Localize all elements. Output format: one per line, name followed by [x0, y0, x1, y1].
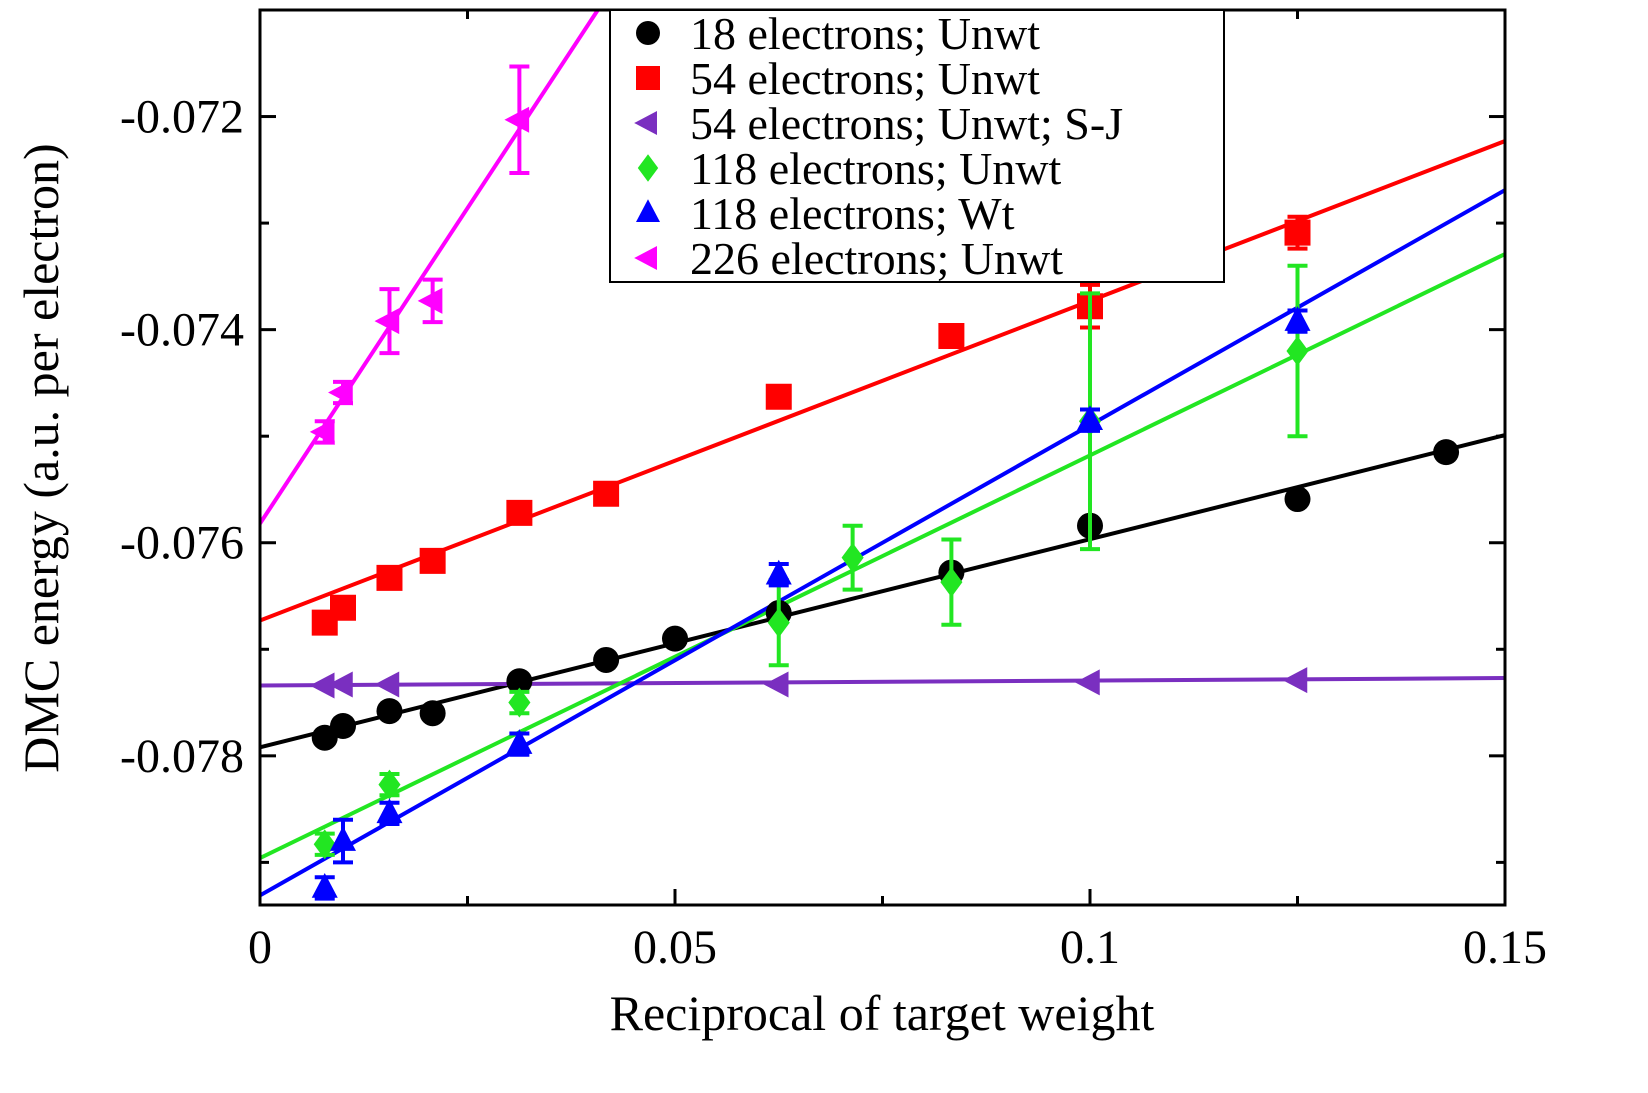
legend-marker [637, 154, 659, 182]
legend-label: 118 electrons; Unwt [690, 143, 1062, 194]
fit-line [260, 433, 1505, 750]
marker [940, 567, 963, 598]
x-tick-label: 0.15 [1463, 921, 1547, 974]
y-tick-label: -0.078 [120, 730, 244, 783]
marker [763, 671, 789, 698]
x-tick-label: 0 [248, 921, 272, 974]
marker [1077, 405, 1103, 430]
marker [374, 671, 400, 698]
y-tick-label: -0.076 [120, 517, 244, 570]
marker [328, 379, 353, 406]
fit-line [260, 676, 1505, 688]
marker [1284, 306, 1311, 331]
marker [841, 542, 864, 573]
marker [376, 798, 403, 824]
marker [662, 625, 688, 652]
fit-line [260, 188, 1505, 898]
marker [313, 829, 336, 860]
x-tick-label: 0.1 [1060, 921, 1120, 974]
marker [1286, 336, 1309, 366]
marker [1284, 219, 1311, 246]
marker [765, 559, 792, 585]
marker [1284, 486, 1311, 513]
marker [765, 383, 792, 410]
x-tick-label: 0.05 [633, 921, 717, 974]
legend-label: 18 electrons; Unwt [690, 8, 1040, 59]
y-tick-label: -0.072 [120, 91, 244, 144]
marker [1075, 669, 1100, 696]
marker [508, 687, 531, 718]
legend-marker [634, 246, 657, 270]
marker [417, 287, 443, 314]
legend-marker [636, 21, 660, 45]
marker [419, 547, 446, 574]
marker [1433, 439, 1460, 466]
marker [378, 769, 401, 800]
fit-line [260, 10, 600, 525]
legend-label: 54 electrons; Unwt; S-J [690, 98, 1123, 149]
marker [376, 564, 403, 591]
marker [504, 106, 530, 133]
marker [311, 873, 338, 898]
marker [309, 672, 335, 699]
legend-box [609, 9, 1225, 283]
marker [330, 713, 356, 739]
marker [506, 668, 533, 695]
x-axis-title: Reciprocal of target weight [610, 985, 1155, 1041]
legend-marker [634, 111, 657, 135]
marker [506, 499, 533, 526]
marker [374, 308, 400, 335]
marker [767, 607, 790, 638]
plot-area [260, 10, 1505, 901]
marker [328, 671, 353, 698]
fit-line [260, 252, 1505, 860]
marker [309, 418, 335, 445]
y-tick-label: -0.074 [120, 304, 244, 357]
marker [593, 646, 620, 673]
legend-label: 226 electrons; Unwt [690, 233, 1063, 284]
legend-marker [636, 66, 660, 90]
y-axis-title: DMC energy (a.u. per electron) [13, 143, 69, 772]
marker [506, 729, 533, 754]
legend-label: 54 electrons; Unwt [690, 53, 1040, 104]
marker [330, 826, 356, 851]
marker [419, 700, 446, 727]
marker [376, 698, 403, 725]
legend-label: 118 electrons; Wt [690, 188, 1015, 239]
marker [593, 480, 620, 507]
marker [938, 323, 965, 350]
marker [330, 594, 356, 621]
legend-marker [636, 199, 660, 222]
marker [1282, 667, 1308, 694]
